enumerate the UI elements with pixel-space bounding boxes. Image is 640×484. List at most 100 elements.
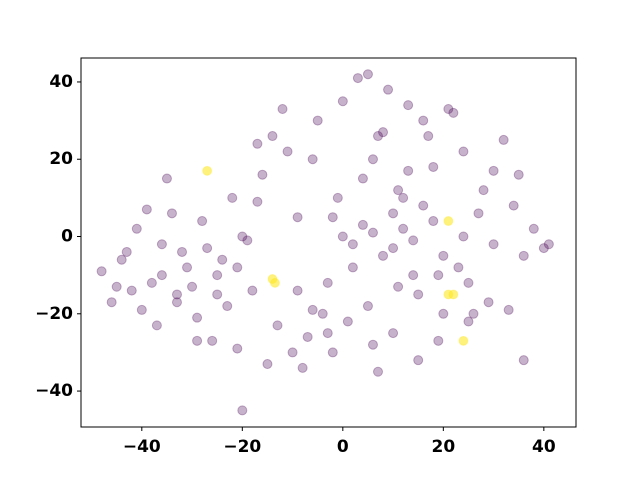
point <box>458 335 469 346</box>
point <box>282 146 293 157</box>
point <box>242 235 253 246</box>
x-tick-label: −40 <box>123 437 161 457</box>
point <box>136 304 147 315</box>
point <box>352 73 363 84</box>
point <box>262 359 273 370</box>
point <box>388 208 399 219</box>
point <box>212 289 223 300</box>
point <box>252 196 263 207</box>
point <box>418 200 429 211</box>
point <box>367 154 378 165</box>
x-tick-label: 40 <box>532 437 556 457</box>
point <box>327 347 338 358</box>
point <box>518 250 529 261</box>
point <box>423 131 434 142</box>
point <box>307 304 318 315</box>
point <box>443 104 454 115</box>
x-tick-label: 0 <box>337 437 349 457</box>
point <box>227 192 238 203</box>
point <box>347 262 358 273</box>
point <box>151 320 162 331</box>
point <box>408 270 419 281</box>
point <box>413 289 424 300</box>
point <box>207 335 218 346</box>
point <box>237 405 248 416</box>
point <box>528 223 539 234</box>
point <box>272 320 283 331</box>
point <box>297 362 308 373</box>
point <box>408 235 419 246</box>
point <box>458 231 469 242</box>
point <box>342 316 353 327</box>
point <box>488 239 499 250</box>
point <box>317 308 328 319</box>
y-tick-label: 40 <box>49 72 73 92</box>
point <box>388 328 399 339</box>
point <box>362 301 373 312</box>
plot-area <box>81 58 576 427</box>
y-tick-label: −40 <box>35 381 73 401</box>
point <box>383 84 394 95</box>
point <box>332 192 343 203</box>
point <box>202 243 213 254</box>
point <box>277 104 288 115</box>
point <box>146 277 157 288</box>
point <box>177 246 188 257</box>
point <box>156 270 167 281</box>
point <box>322 277 333 288</box>
point <box>171 297 182 308</box>
point <box>373 366 383 377</box>
point <box>367 227 378 238</box>
point <box>192 335 203 346</box>
point <box>141 204 152 215</box>
point <box>418 115 429 126</box>
point <box>337 96 348 107</box>
point <box>232 343 243 354</box>
point <box>398 192 409 203</box>
point <box>398 223 409 234</box>
point <box>257 169 268 180</box>
points <box>96 69 554 416</box>
point <box>116 254 127 265</box>
point <box>121 246 132 257</box>
point <box>292 285 303 296</box>
point <box>362 69 373 80</box>
point <box>232 262 243 273</box>
y-tick-label: 20 <box>49 149 73 169</box>
point <box>498 134 509 145</box>
point <box>428 216 439 227</box>
point <box>269 277 280 288</box>
point <box>443 216 454 227</box>
point <box>307 154 318 165</box>
point <box>252 138 263 149</box>
point <box>543 239 554 250</box>
point <box>433 335 444 346</box>
point <box>393 185 404 196</box>
point <box>513 169 524 180</box>
point <box>287 347 298 358</box>
point <box>156 239 167 250</box>
point <box>337 231 348 242</box>
point <box>448 107 459 118</box>
point <box>478 185 489 196</box>
point <box>413 355 424 366</box>
point <box>212 270 223 281</box>
point <box>378 127 389 138</box>
point <box>111 281 122 292</box>
point <box>106 297 117 308</box>
x-tick-label: −20 <box>223 437 261 457</box>
point <box>171 289 182 300</box>
point <box>388 243 399 254</box>
point <box>247 285 258 296</box>
point <box>267 131 278 142</box>
point <box>197 216 208 227</box>
point <box>453 262 464 273</box>
point <box>448 289 459 300</box>
point <box>373 131 383 142</box>
point <box>357 173 368 184</box>
point <box>463 316 474 327</box>
point <box>468 308 479 319</box>
point <box>483 297 494 308</box>
point <box>367 339 378 350</box>
